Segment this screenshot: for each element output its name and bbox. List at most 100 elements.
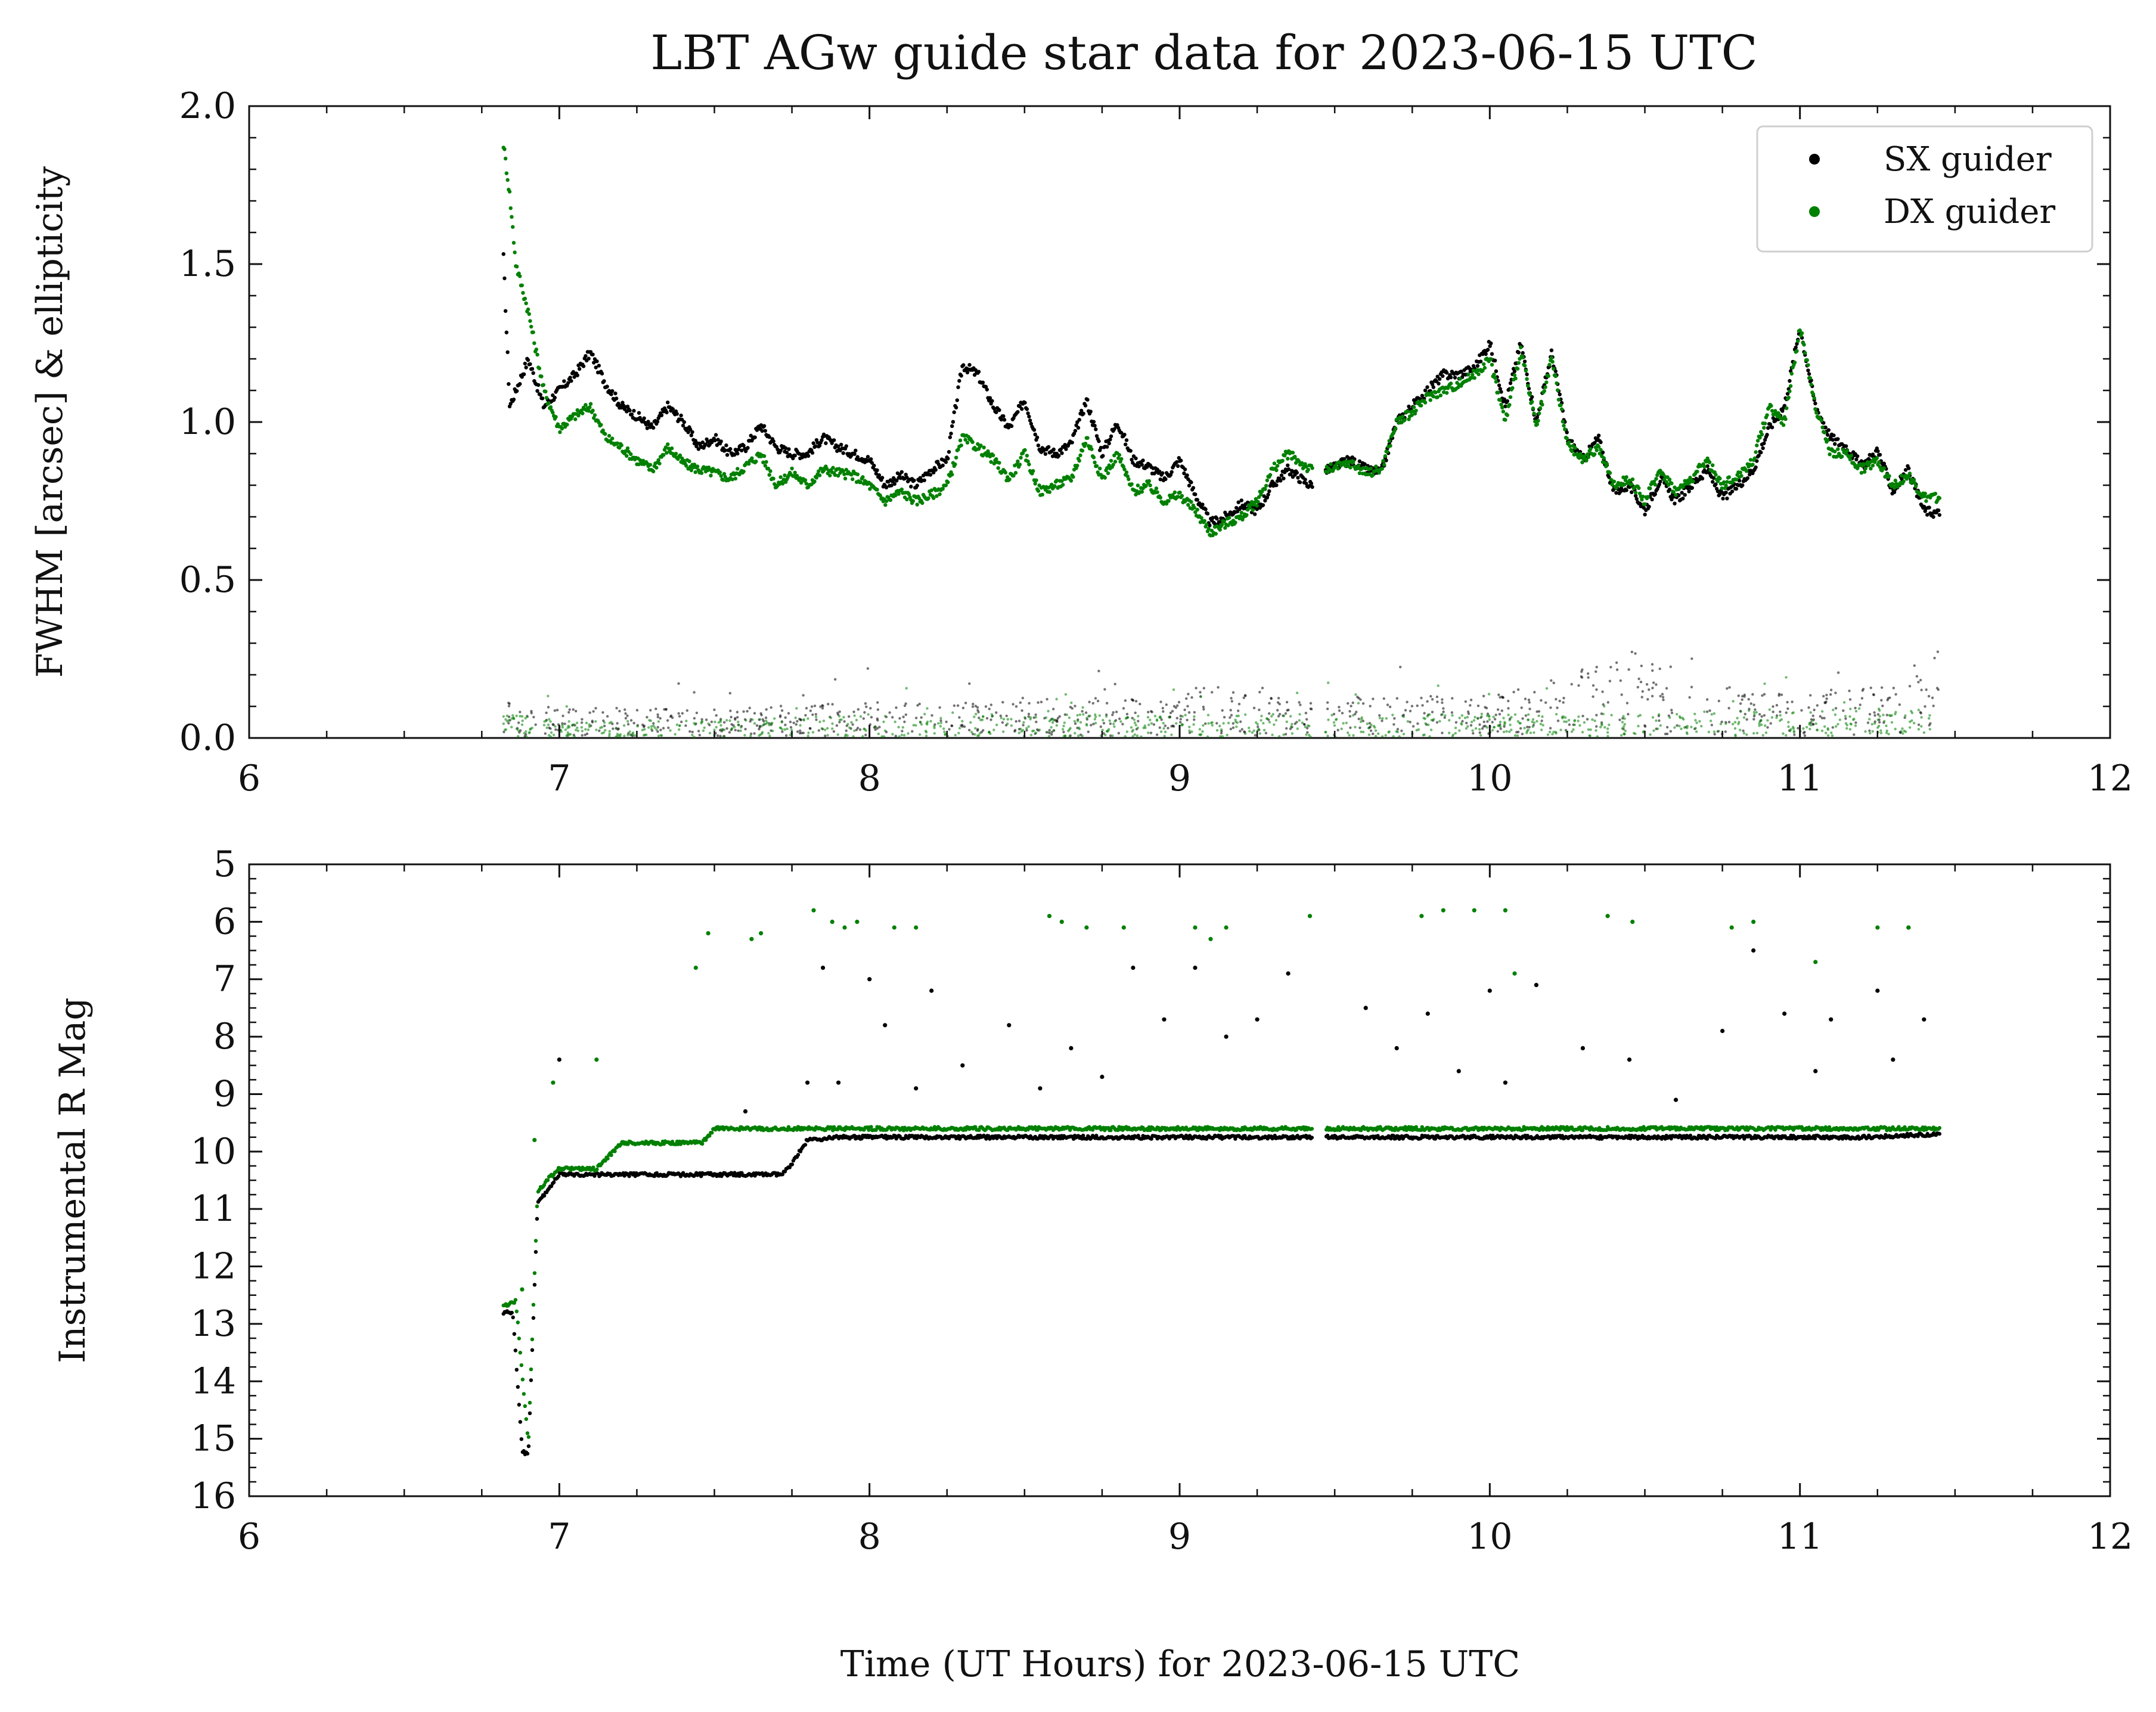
data-point (1836, 447, 1840, 451)
data-point (851, 477, 855, 482)
ellipticity-point (1595, 714, 1598, 717)
ellipticity-point (1090, 724, 1093, 727)
ellipticity-point (1755, 731, 1759, 735)
data-point (991, 453, 995, 458)
ellipticity-point (1688, 696, 1691, 699)
legend-label-dx: DX guider (1884, 193, 2055, 231)
data-point (764, 460, 768, 464)
data-point (1147, 479, 1152, 483)
ellipticity-point (631, 731, 635, 734)
ellipticity-point (1710, 724, 1713, 727)
ellipticity-point (1503, 721, 1506, 724)
ellipticity-point (659, 717, 662, 720)
x-tick-label: 11 (1777, 758, 1822, 799)
ellipticity-point (678, 724, 681, 727)
ellipticity-point (1326, 708, 1329, 711)
ellipticity-point (1309, 707, 1312, 711)
ellipticity-point (1076, 714, 1079, 717)
ellipticity-point (1678, 715, 1682, 718)
ellipticity-point (641, 728, 644, 731)
ellipticity-point (933, 732, 936, 735)
data-point (522, 372, 526, 376)
ellipticity-point (813, 705, 817, 708)
x-tick-label: 12 (2087, 758, 2133, 799)
ellipticity-point (1637, 715, 1640, 718)
ellipticity-point (693, 717, 696, 720)
ellipticity-point (1581, 715, 1584, 718)
data-point (1711, 463, 1715, 467)
ellipticity-point (765, 708, 768, 711)
ellipticity-point (1354, 693, 1357, 696)
data-point (723, 448, 727, 452)
data-point (510, 1310, 514, 1315)
data-point (1459, 370, 1463, 374)
ellipticity-point (1352, 714, 1355, 717)
data-point (1503, 418, 1507, 422)
ellipticity-point (1848, 698, 1852, 701)
ellipticity-point (1022, 721, 1025, 724)
ellipticity-point (1919, 678, 1922, 682)
ellipticity-point (1686, 724, 1689, 728)
ellipticity-point (647, 726, 650, 729)
ellipticity-point (1849, 722, 1852, 725)
ellipticity-point (1496, 708, 1500, 711)
ellipticity-point (1832, 708, 1835, 712)
ellipticity-point (1307, 724, 1310, 727)
ellipticity-point (1081, 710, 1084, 713)
ellipticity-point (1381, 735, 1384, 738)
ellipticity-point (1769, 722, 1772, 725)
data-point (1594, 448, 1599, 452)
ellipticity-point (1510, 728, 1513, 731)
ellipticity-point (1927, 717, 1931, 720)
data-point (961, 363, 966, 367)
ellipticity-point (1159, 717, 1162, 719)
data-point (1808, 376, 1812, 380)
data-point (536, 383, 541, 387)
ellipticity-point (748, 706, 751, 709)
ellipticity-point (725, 719, 728, 722)
ellipticity-point (684, 724, 687, 727)
data-point (1423, 401, 1428, 405)
data-point (513, 250, 517, 255)
ellipticity-point (1870, 722, 1873, 726)
data-point (1724, 483, 1728, 488)
ellipticity-point (1676, 713, 1679, 716)
ellipticity-point (1559, 728, 1562, 731)
data-point (832, 438, 836, 442)
data-point (514, 1367, 519, 1372)
data-point (1724, 491, 1728, 495)
data-point (675, 412, 679, 416)
ellipticity-point (1220, 728, 1223, 731)
data-point (877, 473, 882, 477)
data-point (771, 476, 775, 481)
ellipticity-point (1659, 694, 1662, 698)
ellipticity-point (1873, 722, 1876, 725)
data-point (1721, 497, 1725, 501)
ellipticity-point (1258, 690, 1261, 694)
data-point (815, 441, 820, 445)
ellipticity-point (919, 733, 922, 736)
ellipticity-point (851, 723, 854, 726)
data-point (1101, 454, 1105, 458)
ellipticity-point (1533, 691, 1536, 694)
ellipticity-point (1621, 727, 1624, 730)
ellipticity-point (1778, 719, 1782, 722)
ellipticity-point (1391, 714, 1394, 717)
ellipticity-point (1359, 720, 1363, 723)
data-point (1059, 447, 1063, 452)
ellipticity-point (1002, 718, 1006, 721)
ellipticity-point (693, 736, 696, 739)
data-point (1522, 359, 1527, 364)
ellipticity-point (1661, 693, 1664, 696)
data-point (1512, 373, 1517, 377)
ellipticity-point (744, 728, 747, 731)
ellipticity-point (799, 724, 802, 727)
ellipticity-point (1922, 731, 1926, 734)
data-point (985, 387, 989, 392)
data-point (646, 420, 650, 424)
data-point (1064, 447, 1068, 451)
ellipticity-point (765, 719, 768, 722)
ellipticity-point (1793, 733, 1796, 736)
data-point (1234, 505, 1239, 510)
data-point (595, 359, 599, 364)
